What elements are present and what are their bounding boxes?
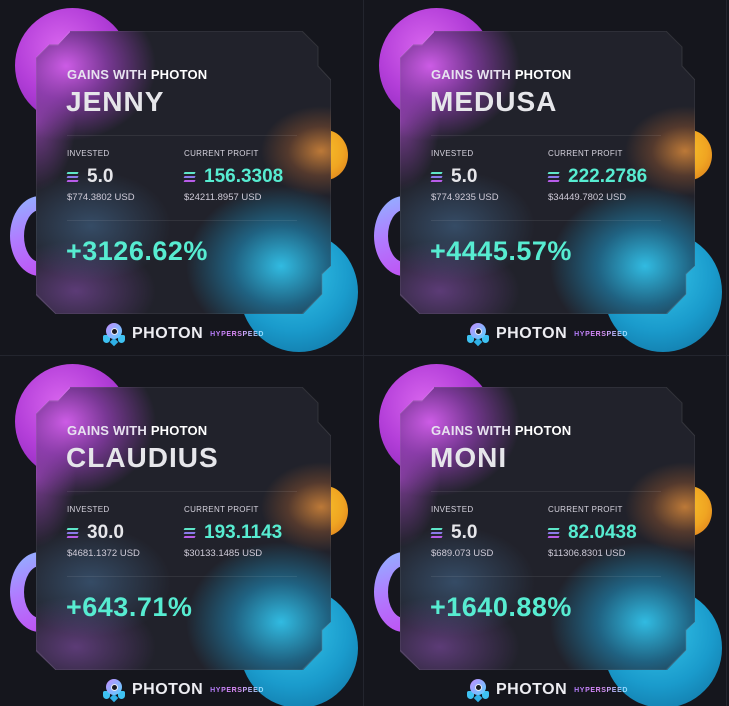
divider bbox=[67, 491, 297, 492]
profit-label: CURRENT PROFIT bbox=[548, 505, 623, 514]
profit-value: 156.3308 bbox=[204, 166, 284, 187]
horizontal-divider bbox=[0, 355, 729, 356]
gain-percent: +3126.62% bbox=[66, 236, 208, 266]
profit-label: CURRENT PROFIT bbox=[184, 149, 259, 158]
solana-icon bbox=[430, 172, 443, 182]
gain-percent: +1640.88% bbox=[430, 592, 572, 622]
invested-usd: $774.3802 USD bbox=[67, 192, 135, 203]
divider bbox=[431, 491, 661, 492]
gain-percent: +643.71% bbox=[66, 592, 193, 622]
vertical-divider bbox=[363, 0, 364, 706]
invested-label: INVESTED bbox=[67, 149, 110, 158]
trader-name: MONI bbox=[430, 442, 508, 473]
gains-card: GAINS WITH PHOTON CLAUDIUS INVESTED 30.0… bbox=[36, 387, 331, 670]
gains-tile-jenny: GAINS WITH PHOTON JENNY INVESTED 5.0 $77… bbox=[0, 0, 363, 355]
profit-column: CURRENT PROFIT 193.1143 $30133.1485 USD bbox=[183, 505, 283, 559]
logo-text: PHOTON bbox=[496, 325, 568, 342]
gains-card: GAINS WITH PHOTON MEDUSA INVESTED 5.0 $7… bbox=[400, 31, 695, 314]
invested-usd: $689.073 USD bbox=[431, 548, 494, 559]
profit-usd: $30133.1485 USD bbox=[184, 548, 263, 559]
invested-label: INVESTED bbox=[67, 505, 110, 514]
gain-percent: +4445.57% bbox=[430, 236, 572, 266]
divider bbox=[431, 135, 661, 136]
profit-label: CURRENT PROFIT bbox=[184, 505, 259, 514]
gains-card: GAINS WITH PHOTON MONI INVESTED 5.0 $689… bbox=[400, 387, 695, 670]
divider bbox=[431, 220, 661, 221]
invested-label: INVESTED bbox=[431, 149, 474, 158]
invested-column: INVESTED 5.0 $774.9235 USD bbox=[430, 149, 499, 203]
card-subtitle: GAINS WITH PHOTON bbox=[67, 423, 208, 438]
profit-column: CURRENT PROFIT 156.3308 $24211.8957 USD bbox=[183, 149, 284, 203]
profit-column: CURRENT PROFIT 82.0438 $11306.8301 USD bbox=[547, 505, 637, 559]
invested-label: INVESTED bbox=[431, 505, 474, 514]
solana-icon bbox=[547, 172, 560, 182]
card-subtitle: GAINS WITH PHOTON bbox=[431, 67, 572, 82]
invested-value: 5.0 bbox=[87, 166, 114, 187]
photon-logo: PHOTON HYPERSPEED bbox=[103, 323, 265, 347]
divider bbox=[431, 576, 661, 577]
invested-value: 30.0 bbox=[87, 522, 124, 543]
photon-rocket-icon bbox=[103, 679, 125, 703]
divider bbox=[67, 220, 297, 221]
invested-column: INVESTED 30.0 $4681.1372 USD bbox=[66, 505, 140, 559]
logo-tagline: HYPERSPEED bbox=[210, 330, 265, 338]
gains-tile-moni: GAINS WITH PHOTON MONI INVESTED 5.0 $689… bbox=[364, 356, 727, 706]
photon-rocket-icon bbox=[467, 679, 489, 703]
photon-logo: PHOTON HYPERSPEED bbox=[467, 323, 629, 347]
invested-column: INVESTED 5.0 $689.073 USD bbox=[430, 505, 494, 559]
solana-icon bbox=[66, 528, 79, 538]
profit-value: 82.0438 bbox=[568, 522, 637, 543]
profit-label: CURRENT PROFIT bbox=[548, 149, 623, 158]
photon-logo: PHOTON HYPERSPEED bbox=[467, 679, 629, 703]
solana-icon bbox=[430, 528, 443, 538]
logo-text: PHOTON bbox=[132, 325, 204, 342]
profit-value: 222.2786 bbox=[568, 166, 648, 187]
gains-card-background bbox=[400, 387, 695, 670]
trader-name: JENNY bbox=[66, 86, 165, 117]
invested-value: 5.0 bbox=[451, 522, 478, 543]
solana-icon bbox=[547, 528, 560, 538]
divider bbox=[67, 576, 297, 577]
logo-tagline: HYPERSPEED bbox=[210, 686, 265, 694]
gains-tile-claudius: GAINS WITH PHOTON CLAUDIUS INVESTED 30.0… bbox=[0, 356, 363, 706]
profit-column: CURRENT PROFIT 222.2786 $34449.7802 USD bbox=[547, 149, 648, 203]
invested-column: INVESTED 5.0 $774.3802 USD bbox=[66, 149, 135, 203]
profit-usd: $24211.8957 USD bbox=[184, 192, 262, 203]
trader-name: MEDUSA bbox=[430, 86, 558, 117]
logo-tagline: HYPERSPEED bbox=[574, 686, 629, 694]
trader-name: CLAUDIUS bbox=[66, 442, 219, 473]
gains-card: GAINS WITH PHOTON JENNY INVESTED 5.0 $77… bbox=[36, 31, 331, 314]
profit-value: 193.1143 bbox=[204, 522, 283, 543]
gains-tile-medusa: GAINS WITH PHOTON MEDUSA INVESTED 5.0 $7… bbox=[364, 0, 727, 355]
logo-text: PHOTON bbox=[132, 681, 204, 698]
photon-rocket-icon bbox=[103, 323, 125, 347]
right-edge-divider bbox=[726, 0, 727, 706]
invested-value: 5.0 bbox=[451, 166, 478, 187]
logo-text: PHOTON bbox=[496, 681, 568, 698]
invested-usd: $774.9235 USD bbox=[431, 192, 499, 203]
solana-icon bbox=[66, 172, 79, 182]
profit-usd: $34449.7802 USD bbox=[548, 192, 627, 203]
profit-usd: $11306.8301 USD bbox=[548, 548, 626, 559]
photon-logo: PHOTON HYPERSPEED bbox=[103, 679, 265, 703]
card-subtitle: GAINS WITH PHOTON bbox=[67, 67, 208, 82]
logo-tagline: HYPERSPEED bbox=[574, 330, 629, 338]
divider bbox=[67, 135, 297, 136]
card-subtitle: GAINS WITH PHOTON bbox=[431, 423, 572, 438]
photon-rocket-icon bbox=[467, 323, 489, 347]
solana-icon bbox=[183, 172, 196, 182]
invested-usd: $4681.1372 USD bbox=[67, 548, 140, 559]
solana-icon bbox=[183, 528, 196, 538]
